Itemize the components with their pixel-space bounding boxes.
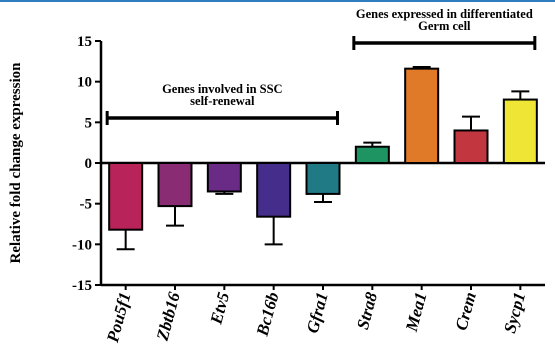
y-tick-label: 5: [85, 115, 93, 131]
annotation-text: self-renewal: [190, 94, 255, 108]
bar-stra8: [354, 145, 390, 165]
y-tick-label: -10: [72, 237, 92, 253]
bar-mea1: [404, 67, 440, 164]
y-tick-label: -15: [72, 278, 92, 294]
bar-gfra1: [305, 162, 341, 195]
bar-crem: [453, 129, 489, 164]
annotation-text: Genes expressed in differentiated: [356, 7, 533, 21]
x-tick-label: Stra8: [353, 290, 381, 332]
y-tick-label: 15: [77, 34, 92, 50]
x-tick-label: Gfra1: [303, 290, 332, 335]
bar-zbtb16: [157, 162, 193, 208]
annotation-text: Genes involved in SSC: [162, 82, 283, 96]
x-tick-label: Pou5f1: [103, 290, 135, 345]
y-tick-label: 0: [85, 156, 93, 172]
x-tick-label: Zbtb16: [153, 290, 184, 344]
top-border: [0, 0, 555, 2]
bar-bc16b: [256, 162, 292, 218]
y-axis-label: Relative fold change expression: [8, 62, 24, 264]
x-tick-label: Bc16b: [252, 290, 282, 339]
y-tick-label: 10: [77, 75, 92, 91]
x-tick-label: Sycp1: [500, 290, 529, 335]
bar-pou5f1: [108, 162, 144, 231]
y-tick-label: -5: [80, 197, 93, 213]
bar-sycp1: [502, 98, 538, 164]
bars: Pou5f1 Zbtb16 Etv5 Bc16b Gfra1 Stra8 Mea1 Crem S…: [103, 66, 538, 345]
x-tick-label: Mea1: [402, 290, 431, 334]
x-tick-label: Etv5: [206, 290, 233, 327]
annotation-text: Germ cell: [418, 19, 471, 33]
bar-etv5: [206, 162, 242, 193]
x-tick-label: Crem: [451, 290, 479, 332]
